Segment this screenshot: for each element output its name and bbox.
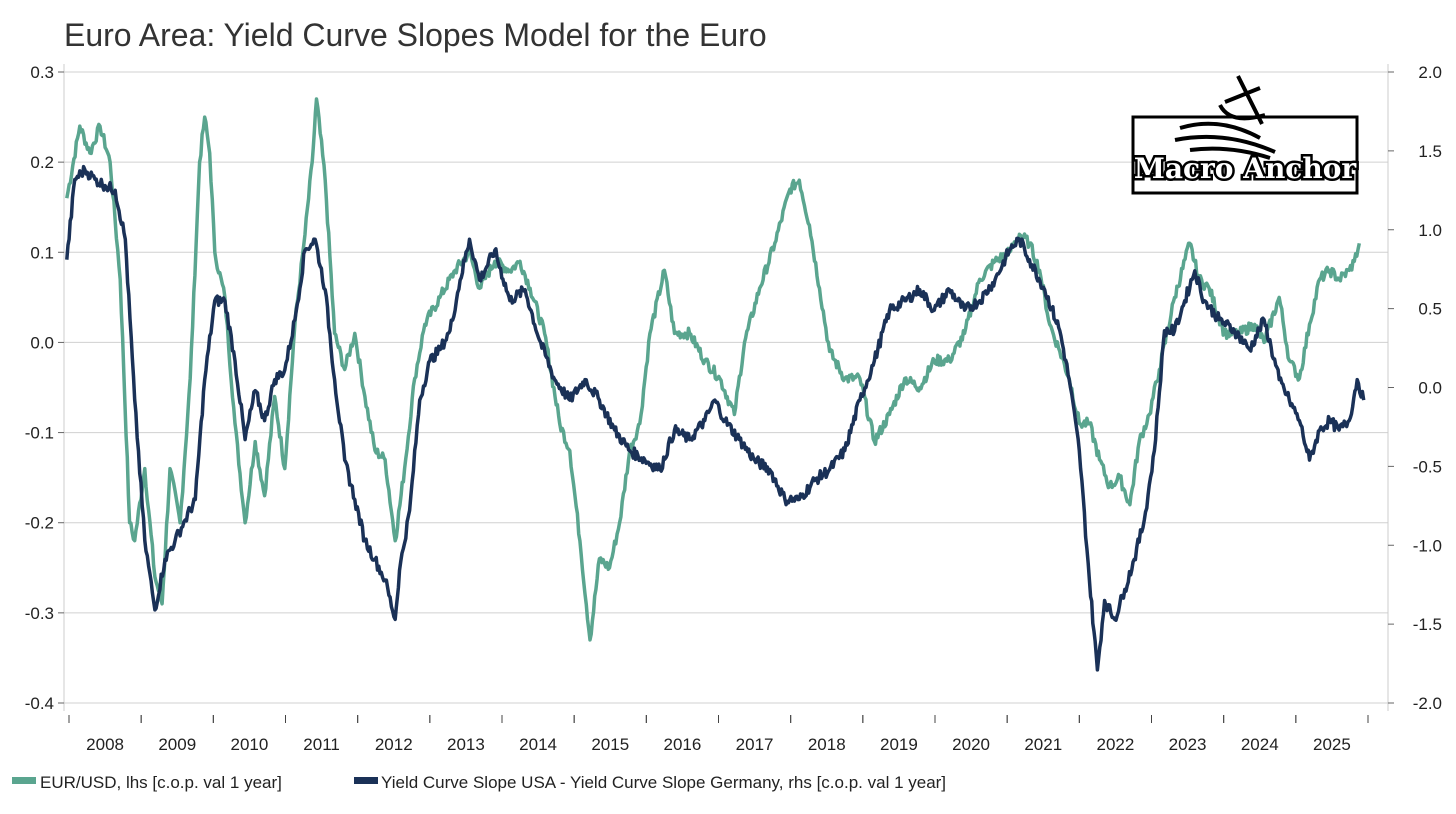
x-tick-label: 2015 <box>591 735 629 754</box>
logo-text: Macro Anchor <box>1134 152 1358 185</box>
x-tick-label: 2025 <box>1313 735 1351 754</box>
legend-swatch-eurusd <box>12 777 36 784</box>
x-tick-label: 2012 <box>375 735 413 754</box>
series-line-yield-slope <box>65 164 1366 672</box>
x-tick-label: 2008 <box>86 735 124 754</box>
y-tick-label-left: -0.2 <box>25 514 54 533</box>
y-tick-label-left: -0.3 <box>25 604 54 623</box>
series-lines <box>65 97 1366 672</box>
legend: EUR/USD, lhs [c.o.p. val 1 year] Yield C… <box>12 773 946 792</box>
x-tick-label: 2020 <box>952 735 990 754</box>
x-tick-label: 2023 <box>1169 735 1207 754</box>
x-tick-label: 2009 <box>158 735 196 754</box>
x-tick-label: 2016 <box>664 735 702 754</box>
x-tick-label: 2024 <box>1241 735 1279 754</box>
x-tick-label: 2021 <box>1024 735 1062 754</box>
x-tick-label: 2017 <box>736 735 774 754</box>
y-tick-label-left: -0.1 <box>25 424 54 443</box>
y-tick-label-right: 1.5 <box>1418 142 1442 161</box>
y-tick-label-left: 0.3 <box>30 63 54 82</box>
y-tick-label-right: -1.0 <box>1413 536 1442 555</box>
x-tick-label: 2011 <box>303 735 340 754</box>
y-tick-label-right: 2.0 <box>1418 63 1442 82</box>
gridlines <box>64 71 1388 704</box>
legend-label-eurusd: EUR/USD, lhs [c.o.p. val 1 year] <box>40 773 282 792</box>
legend-swatch-slope <box>354 777 378 784</box>
x-tick-label: 2022 <box>1097 735 1135 754</box>
x-tick-label: 2019 <box>880 735 918 754</box>
y-tick-label-right: -0.5 <box>1413 457 1442 476</box>
chart-title: Euro Area: Yield Curve Slopes Model for … <box>64 17 767 53</box>
y-tick-label-right: -1.5 <box>1413 615 1442 634</box>
y-tick-label-right: 0.5 <box>1418 300 1442 319</box>
x-tick-label: 2014 <box>519 735 557 754</box>
anchor-icon <box>1174 75 1276 160</box>
y-tick-label-left: 0.2 <box>30 153 54 172</box>
y-tick-label-left: 0.0 <box>30 333 54 352</box>
x-tick-label: 2010 <box>231 735 269 754</box>
y-tick-label-right: 0.0 <box>1418 379 1442 398</box>
y-tick-label-right: -2.0 <box>1413 694 1442 713</box>
axes: 0.3 0.2 0.1 0.0 -0.1 -0.2 -0.3 -0.4 2.0 1.5 1.0 0.5… <box>25 63 1442 754</box>
legend-label-slope: Yield Curve Slope USA - Yield Curve Slop… <box>381 773 946 792</box>
macro-anchor-logo: Macro Anchor <box>1131 75 1360 195</box>
series-line-eurusd <box>65 97 1362 642</box>
y-tick-label-left: -0.4 <box>25 694 54 713</box>
y-tick-label-right: 1.0 <box>1418 221 1442 240</box>
y-tick-label-left: 0.1 <box>30 243 54 262</box>
x-tick-label: 2018 <box>808 735 846 754</box>
x-tick-label: 2013 <box>447 735 485 754</box>
